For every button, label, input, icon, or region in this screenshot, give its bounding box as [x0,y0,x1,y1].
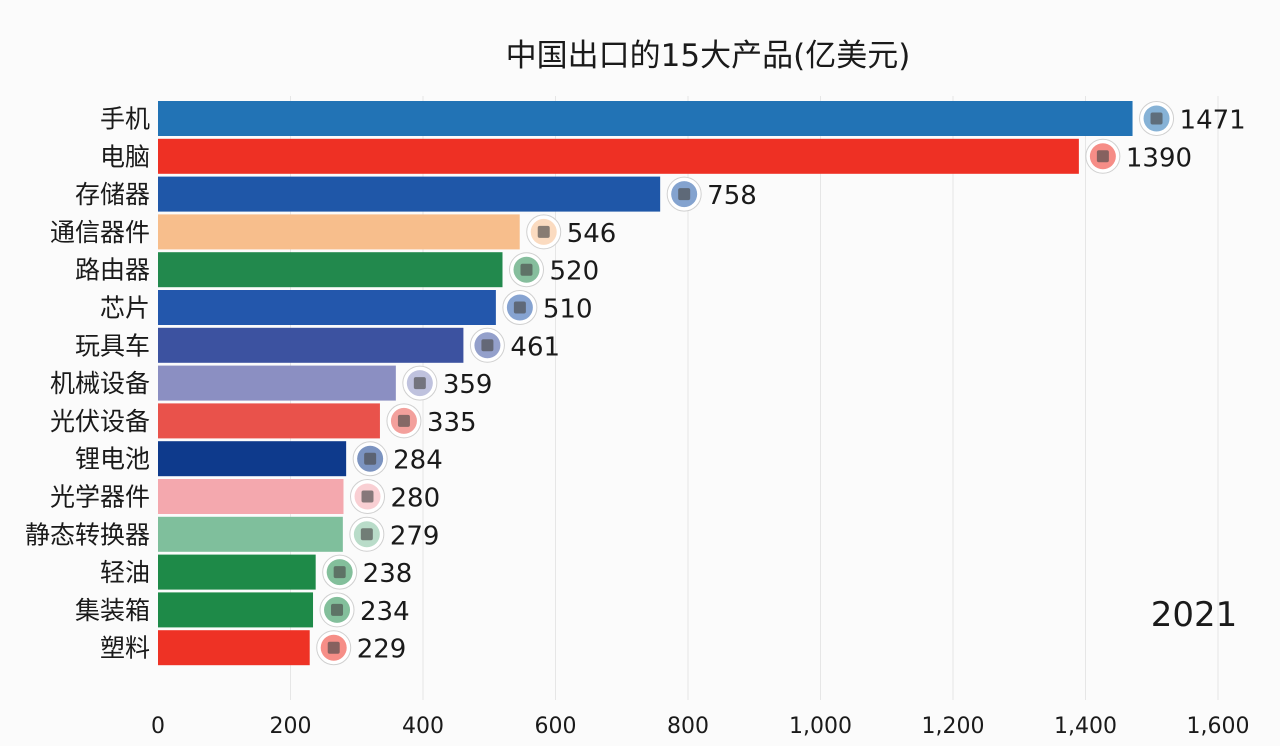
bar [158,214,520,250]
value-label: 1471 [1180,106,1246,136]
light-oil-icon [322,554,358,590]
value-label: 359 [443,370,493,400]
x-axis-ticks: 0 200 400 600 800 1,000 1,200 1,400 1,600 [151,714,1249,739]
category-label: 路由器 [75,256,150,285]
bar [158,365,396,401]
converter-icon [349,516,385,552]
optics-icon [350,479,385,514]
x-tick-label: 1,200 [922,714,985,739]
value-label: 510 [543,295,593,325]
bar [158,516,343,552]
bar [158,554,316,590]
machinery-icon [402,365,438,401]
value-label: 546 [567,219,617,249]
category-label: 手机 [100,105,150,134]
laptop-icon [1085,138,1121,174]
category-label: 光伏设备 [50,407,150,436]
year-label: 2021 [1151,595,1238,635]
category-label: 光学器件 [50,483,150,512]
value-label: 284 [393,446,443,476]
x-tick-label: 800 [667,714,709,739]
category-label: 塑料 [100,634,150,663]
category-label: 集装箱 [75,596,150,625]
container-icon [319,592,355,628]
plastic-icon [316,630,352,666]
bar [158,176,661,212]
value-label: 280 [391,484,441,514]
category-label: 通信器件 [50,218,150,247]
memory-chip-icon [666,176,702,212]
category-label: 玩具车 [75,331,150,360]
value-label: 234 [360,597,410,627]
phone-icon [1139,101,1175,136]
x-tick-label: 1,600 [1187,714,1250,739]
category-label: 轻油 [100,558,150,587]
chart-title: 中国出口的15大产品(亿美元) [506,38,911,74]
category-labels: 手机电脑存储器通信器件路由器芯片玩具车机械设备光伏设备锂电池光学器件静态转换器轻… [25,105,150,663]
x-tick-label: 1,000 [789,714,852,739]
category-label: 芯片 [100,294,150,323]
value-label: 1390 [1126,143,1192,173]
bar [158,479,344,514]
bar [158,252,503,288]
bars [158,101,1133,666]
x-tick-label: 0 [151,714,165,739]
bar [158,327,464,363]
router-icon [509,252,544,288]
value-label: 229 [357,635,407,665]
category-label: 静态转换器 [25,520,150,549]
chip-icon [502,290,538,325]
value-label: 279 [390,521,440,551]
bar [158,138,1079,174]
category-label: 存储器 [75,180,150,209]
bar [158,630,310,666]
value-label: 520 [550,257,600,287]
category-label: 锂电池 [75,445,150,474]
bar [158,592,314,628]
category-label: 机械设备 [50,369,150,398]
value-label: 335 [427,408,477,438]
bar [158,441,347,477]
x-tick-label: 200 [270,714,312,739]
network-equipment-icon [526,214,562,250]
value-label: 758 [707,181,757,211]
solar-equipment-icon [386,403,422,439]
value-label: 238 [363,559,413,589]
category-label: 电脑 [100,142,150,171]
bar-icons [316,101,1175,666]
value-label: 461 [510,332,560,362]
bar [158,290,496,325]
lithium-battery-icon [352,441,388,477]
x-tick-label: 400 [402,714,444,739]
x-tick-label: 600 [535,714,577,739]
toy-car-icon [469,327,505,363]
bar [158,101,1133,136]
value-labels: 1471 1390 758 546 520 510 461 359 335 284 280 279 23… [357,106,1246,665]
bar [158,403,380,439]
x-tick-label: 1,400 [1054,714,1117,739]
